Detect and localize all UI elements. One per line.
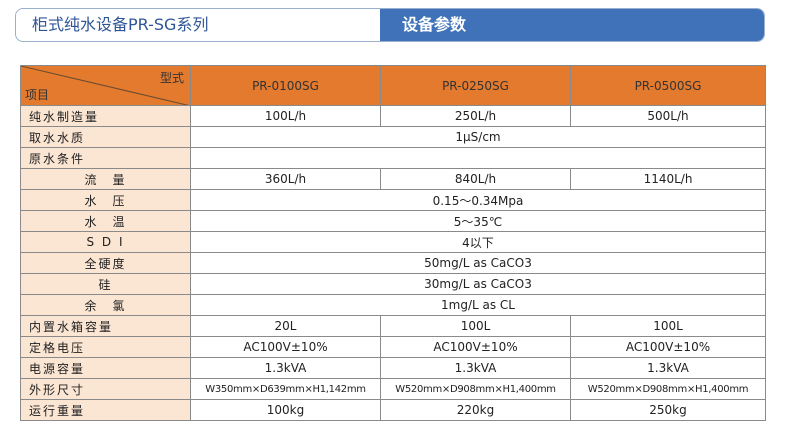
row-label: 内置水箱容量 xyxy=(20,315,191,337)
value-cell: 360L/h xyxy=(190,168,381,190)
value-cell: 1140L/h xyxy=(570,168,766,190)
empty-cell xyxy=(190,147,766,169)
spec-row: 纯水制造量 100L/h 250L/h 500L/h xyxy=(20,105,766,127)
spec-row: 外形尺寸 W350mm×D639mm×H1,142mm W520mm×D908mm×… xyxy=(20,378,766,400)
value-cell: 1μS/cm xyxy=(190,126,766,148)
spec-row: 内置水箱容量 20L 100L 100L xyxy=(20,315,766,337)
row-label: 原水条件 xyxy=(20,147,191,169)
model-header: PR-0100SG xyxy=(190,65,381,106)
value-cell: AC100V±10% xyxy=(380,336,571,358)
value-cell: 1.3kVA xyxy=(190,357,381,379)
value-cell: AC100V±10% xyxy=(190,336,381,358)
spec-row: S D I 4以下 xyxy=(20,231,766,253)
page-title: 柜式纯水设备PR-SG系列 xyxy=(32,15,209,34)
value-cell: W520mm×D908mm×H1,400mm xyxy=(380,378,571,400)
header-bar: 柜式纯水设备PR-SG系列 设备参数 xyxy=(15,8,765,42)
value-cell: 30mg/L as CaCO3 xyxy=(190,273,766,295)
spec-row: 运行重量 100kg 220kg 250kg xyxy=(20,399,766,421)
spec-row: 全硬度 50mg/L as CaCO3 xyxy=(20,252,766,274)
corner-model: 型式 xyxy=(159,71,184,85)
row-label: 硅 xyxy=(20,273,191,295)
value-cell: 20L xyxy=(190,315,381,337)
row-label: 余 氯 xyxy=(20,294,191,316)
value-cell: 5～35℃ xyxy=(190,210,766,232)
value-cell: 500L/h xyxy=(570,105,766,127)
spec-row: 原水条件 xyxy=(20,147,766,169)
value-cell: 250L/h xyxy=(380,105,571,127)
row-label: 外形尺寸 xyxy=(20,378,191,400)
header-row: 型式 项目 PR-0100SG PR-0250SG PR-0500SG xyxy=(20,65,766,106)
value-cell: 100L xyxy=(570,315,766,337)
row-label: 全硬度 xyxy=(20,252,191,274)
value-cell: 1mg/L as CL xyxy=(190,294,766,316)
spec-row: 水 温 5～35℃ xyxy=(20,210,766,232)
row-label: S D I xyxy=(20,231,191,253)
row-label: 取水水质 xyxy=(20,126,191,148)
value-cell: W350mm×D639mm×H1,142mm xyxy=(190,378,381,400)
spec-row: 余 氯 1mg/L as CL xyxy=(20,294,766,316)
spec-row: 取水水质 1μS/cm xyxy=(20,126,766,148)
value-cell: 1.3kVA xyxy=(570,357,766,379)
value-cell: 840L/h xyxy=(380,168,571,190)
corner-item: 项目 xyxy=(25,88,50,102)
value-cell: AC100V±10% xyxy=(570,336,766,358)
value-cell: 1.3kVA xyxy=(380,357,571,379)
row-label: 定格电压 xyxy=(20,336,191,358)
value-cell: 250kg xyxy=(570,399,766,421)
row-label: 电源容量 xyxy=(20,357,191,379)
value-cell: 220kg xyxy=(380,399,571,421)
model-header: PR-0500SG xyxy=(570,65,766,106)
value-cell: 0.15～0.34Mpa xyxy=(190,189,766,211)
row-label: 纯水制造量 xyxy=(20,105,191,127)
table-body: 纯水制造量 100L/h 250L/h 500L/h 取水水质 1μS/cm 原水条件流 量… xyxy=(20,105,766,421)
value-cell: W520mm×D908mm×H1,400mm xyxy=(570,378,766,400)
value-cell: 100L xyxy=(380,315,571,337)
row-label: 水 压 xyxy=(20,189,191,211)
row-label: 流 量 xyxy=(20,168,191,190)
corner-diagonal xyxy=(21,66,187,105)
model-header: PR-0250SG xyxy=(380,65,571,106)
spec-row: 电源容量 1.3kVA 1.3kVA 1.3kVA xyxy=(20,357,766,379)
spec-row: 水 压 0.15～0.34Mpa xyxy=(20,189,766,211)
spec-row: 定格电压 AC100V±10% AC100V±10% AC100V±10% xyxy=(20,336,766,358)
value-cell: 4以下 xyxy=(190,231,766,253)
spec-row: 流 量 360L/h 840L/h 1140L/h xyxy=(20,168,766,190)
section-title: 设备参数 xyxy=(380,9,764,41)
corner-cell: 型式 项目 xyxy=(20,65,191,106)
value-cell: 100kg xyxy=(190,399,381,421)
value-cell: 100L/h xyxy=(190,105,381,127)
spec-table: 型式 项目 PR-0100SG PR-0250SG PR-0500SG 纯水制造量 1… xyxy=(20,65,766,421)
row-label: 运行重量 xyxy=(20,399,191,421)
value-cell: 50mg/L as CaCO3 xyxy=(190,252,766,274)
spec-row: 硅 30mg/L as CaCO3 xyxy=(20,273,766,295)
row-label: 水 温 xyxy=(20,210,191,232)
